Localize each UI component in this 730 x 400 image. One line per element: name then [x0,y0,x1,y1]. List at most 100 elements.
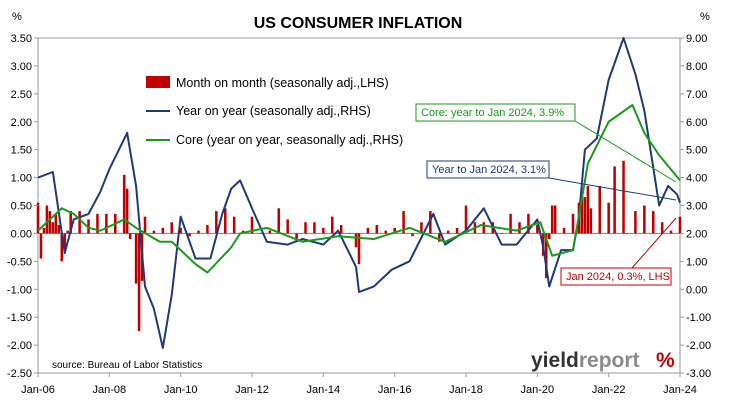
bar-mom-2006-09 [60,233,64,262]
left-tick-label: 1.50 [11,145,32,157]
bar-mom-2022-01 [607,202,610,234]
x-tick-label: Jan-12 [235,384,269,396]
bar-mom-2022-03 [613,166,616,234]
right-tick-label: 5.00 [686,145,707,157]
right-tick-label: -1.00 [686,312,711,324]
bar-mom-2006-01 [36,202,40,234]
left-tick-label: -2.00 [7,340,32,352]
bar-mom-2023-07 [660,222,664,234]
bar-mom-2017-10 [455,227,459,234]
bar-mom-2020-04 [544,233,548,279]
bar-mom-2016-01 [393,227,396,234]
annotation-yoy-text: Year to Jan 2024, 3.1% [432,164,546,176]
bar-mom-2006-03 [42,227,46,234]
left-tick-label: -1.00 [7,284,32,296]
annotation-core-leader [574,120,677,183]
annotation-yoy: Year to Jan 2024, 3.1% [426,160,677,201]
x-tick-label: Jan-06 [21,384,55,396]
x-tick-label: Jan-14 [307,384,341,396]
bar-mom-2012-10 [277,208,281,234]
annotation-mom-leader [631,217,677,269]
right-tick-label: 0.00 [686,284,707,296]
bar-mom-2014-12 [354,233,358,248]
left-tick-label: -1.50 [7,312,32,324]
bar-mom-2012-04 [259,233,263,234]
bar-mom-2015-07 [375,225,379,234]
legend-label-mom: Month on month (seasonally adj.,LHS) [176,76,389,90]
bar-mom-2006-05 [48,211,52,234]
x-tick-label: Jan-18 [449,384,483,396]
bar-mom-2017-07 [446,230,450,234]
x-tick-label: Jan-10 [164,384,198,396]
bar-mom-2020-06 [550,205,554,234]
bar-mom-2013-04 [295,233,298,242]
bar-mom-2012-01 [250,216,254,234]
right-tick-label: 6.00 [686,117,707,129]
bar-mom-2007-06 [87,219,90,234]
bar-mom-2010-01 [179,227,182,234]
right-tick-label: 8.00 [686,61,707,73]
bar-mom-2022-07 [625,233,628,234]
bar-mom-2006-10 [63,233,67,251]
right-tick-label: 4.00 [686,173,707,185]
bar-mom-2015-10 [384,230,388,234]
left-tick-label: 2.50 [11,89,32,101]
bar-mom-2016-07 [411,233,414,237]
bar-mom-2010-07 [197,230,200,234]
bar-mom-2013-10 [313,222,316,234]
bar-mom-2006-04 [45,205,49,234]
ticks-layer: 3.50 3.00 2.50 2.00 1.50 1.00 0.50 0.00 -0.50 -1.… [7,33,711,396]
bar-mom-2022-10 [634,211,637,234]
bar-mom-2006-11 [66,230,69,234]
bar-mom-2020-05 [547,233,551,239]
logo-wordmark: yieldreport [531,349,640,372]
x-tick-label: Jan-24 [663,384,697,396]
source-note: source: Bureau of Labor Statistics [52,360,202,371]
bar-mom-2022-06 [622,160,625,234]
left-tick-label: 3.50 [11,33,32,45]
yieldreport-logo: yieldreport % [531,349,675,372]
bar-mom-2009-10 [170,222,174,234]
bar-mom-2014-01 [322,227,325,234]
x-tick-label: Jan-08 [93,384,127,396]
legend-label-yoy: Year on year (seasonally adj.,RHS) [176,104,371,118]
line-yoy [37,37,681,349]
bar-mom-2008-07 [125,188,129,234]
bar-mom-2018-07 [482,222,486,234]
bar-mom-2006-12 [69,211,72,234]
bar-mom-2015-04 [366,227,370,234]
bar-mom-2013-01 [286,219,289,234]
left-tick-label: 0.00 [11,228,32,240]
right-tick-label: 3.00 [686,201,707,213]
line-core [37,104,681,274]
annotation-mom-box [560,267,672,286]
bar-mom-2014-10 [348,233,352,234]
bar-mom-2007-12 [105,213,108,234]
bar-mom-2021-10 [598,185,602,234]
bar-mom-2006-07 [54,213,58,234]
bar-mom-2006-08 [57,225,61,234]
bar-mom-2021-05 [583,197,587,234]
x-tick-label: Jan-20 [521,384,555,396]
annotation-core: Core: year to Jan 2024, 3.9% [415,103,677,183]
right-tick-label: -2.00 [686,340,711,352]
annotation-mom-text: Jan 2024, 0.3%, LHS [566,271,670,283]
bar-mom-2010-10 [206,225,209,234]
logo-percent-icon: % [656,349,675,372]
right-tick-label: 9.00 [686,33,707,45]
legend-swatch-mom [146,76,170,88]
x-tick-label: Jan-22 [592,384,626,396]
bar-mom-2009-01 [143,216,147,234]
left-tick-label: 1.00 [11,173,32,185]
left-tick-label: 3.00 [11,61,32,73]
bar-mom-2008-10 [134,233,138,284]
bar-mom-2024-01 [678,216,682,234]
bar-mom-2011-04 [223,208,227,234]
bar-mom-2020-10 [562,227,566,234]
right-tick-label: 1.00 [686,256,707,268]
bar-mom-2010-04 [188,233,191,237]
bar-mom-2016-10 [420,222,423,234]
bar-mom-2011-07 [232,216,236,234]
